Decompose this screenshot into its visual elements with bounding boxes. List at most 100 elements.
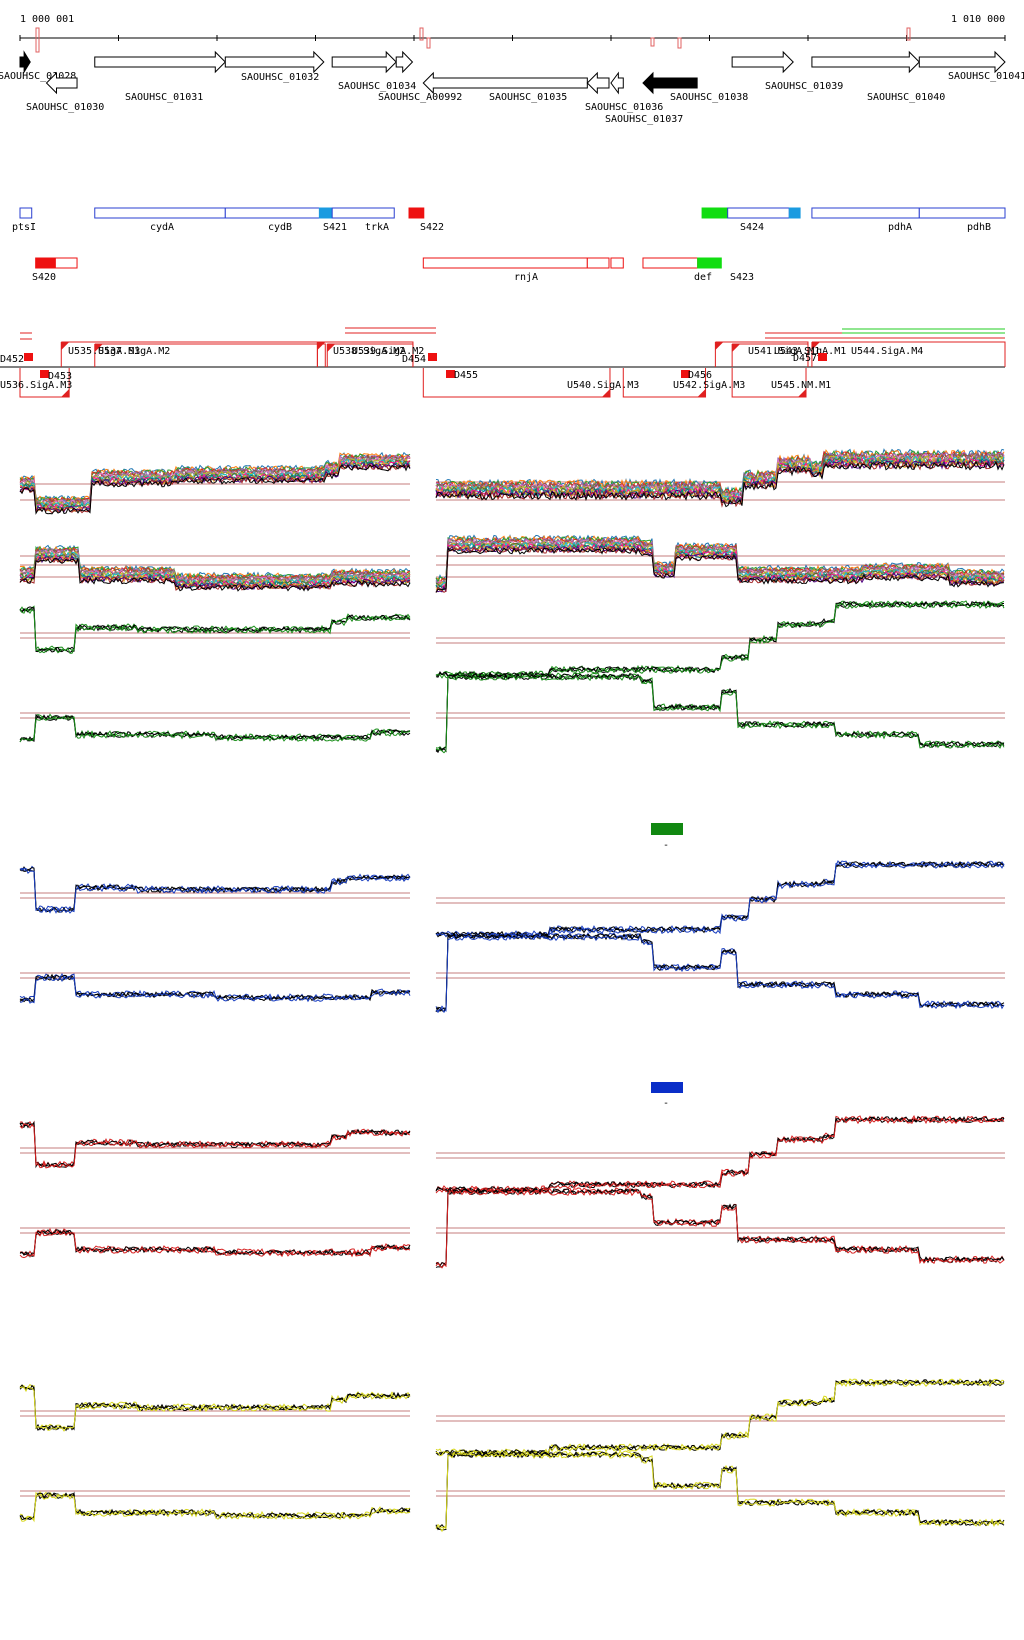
gene-arrow[interactable] bbox=[811, 50, 921, 74]
tu-end-flag bbox=[601, 389, 610, 397]
antisense-feature-track: S420 rnjA def S423 bbox=[32, 257, 754, 283]
sense-feature[interactable] bbox=[331, 207, 395, 219]
tu-start-flag bbox=[61, 342, 70, 350]
antisense-feature[interactable] bbox=[586, 257, 610, 269]
sense-feature-label: S424 bbox=[740, 222, 764, 233]
shift-marker bbox=[681, 370, 690, 378]
ruler-start-label: 1 000 001 bbox=[20, 14, 74, 25]
tu-start-flag bbox=[811, 342, 820, 350]
sense-feature[interactable] bbox=[408, 207, 425, 219]
ruler-marker bbox=[35, 27, 40, 53]
ruler-marker bbox=[419, 27, 424, 41]
ruler: 1 000 001 1 010 000 bbox=[19, 14, 1006, 53]
legend-blue-swatch bbox=[651, 1082, 683, 1093]
sense-feature[interactable] bbox=[94, 207, 226, 219]
gene-label: SAOUHSC_01041 bbox=[948, 71, 1024, 82]
tu-start-flag bbox=[94, 344, 103, 352]
gene-track: SAOUHSC_01028 SAOUHSC_01030 SAOUHSC_01031 S… bbox=[0, 50, 1024, 125]
gene-label: SAOUHSC_01031 bbox=[125, 92, 203, 103]
shift-label: D454 bbox=[402, 354, 426, 365]
ruler-end-label: 1 010 000 bbox=[951, 14, 1005, 25]
expression-line bbox=[19, 1230, 411, 1259]
antisense-feature[interactable] bbox=[610, 257, 624, 269]
legend-swatches: - - bbox=[651, 823, 683, 1109]
tu-bracket-lower[interactable] bbox=[622, 368, 707, 398]
ruler-marker bbox=[650, 37, 655, 47]
panel-3-bottom-left bbox=[19, 1490, 411, 1523]
gene-arrow[interactable] bbox=[395, 50, 414, 74]
sense-feature[interactable] bbox=[918, 207, 1006, 219]
gene-label: SAOUHSC_A00992 bbox=[378, 92, 462, 103]
gene-label: SAOUHSC_01030 bbox=[26, 102, 104, 113]
tu-label: U535.SigA.M3 bbox=[68, 346, 140, 357]
tu-start-flag bbox=[317, 342, 326, 350]
panel-3-top-right bbox=[435, 1378, 1005, 1457]
gene-arrow[interactable] bbox=[731, 50, 794, 74]
sense-feature-track: ptsI cydA cydB S421 trkA S422 S424 pdhA pdhB bbox=[12, 207, 1006, 233]
shift-label: D453 bbox=[48, 371, 72, 382]
sense-feature-label: pdhA bbox=[888, 222, 912, 233]
tu-bracket[interactable] bbox=[326, 343, 414, 367]
tu-end-flag bbox=[798, 389, 807, 397]
expression-line bbox=[435, 1114, 1005, 1192]
shift-label: D452 bbox=[0, 354, 24, 365]
expression-line bbox=[19, 546, 411, 582]
tu-bracket-lower[interactable] bbox=[422, 368, 611, 398]
tu-label: U537.SigA.M2 bbox=[98, 346, 170, 357]
tu-label-lower: U536.SigA.M3 bbox=[0, 380, 72, 391]
tu-end-flag bbox=[697, 389, 706, 397]
antisense-feature[interactable] bbox=[422, 257, 588, 269]
expression-line bbox=[19, 607, 411, 654]
panel-1-top-left bbox=[19, 865, 411, 914]
sense-feature[interactable] bbox=[811, 207, 920, 219]
gene-arrow[interactable] bbox=[224, 50, 325, 74]
sense-feature-label: S422 bbox=[420, 222, 444, 233]
gene-arrow[interactable] bbox=[331, 50, 397, 74]
expression-line bbox=[435, 1452, 1005, 1533]
tu-end-flag bbox=[61, 389, 70, 397]
gene-arrow[interactable] bbox=[610, 71, 624, 95]
gene-arrow[interactable] bbox=[45, 71, 78, 95]
gene-arrow[interactable] bbox=[94, 50, 227, 74]
sense-feature[interactable] bbox=[727, 207, 790, 219]
tu-label: U538.SigA.M2 bbox=[333, 346, 405, 357]
panel-0-bottom-left bbox=[19, 712, 411, 743]
expression-line bbox=[19, 715, 411, 743]
antisense-feature[interactable] bbox=[35, 257, 56, 269]
expression-line bbox=[19, 867, 411, 914]
tu-bracket-lower[interactable] bbox=[19, 368, 70, 398]
sense-feature[interactable] bbox=[318, 207, 333, 219]
expression-line bbox=[19, 1386, 411, 1432]
gene-arrow[interactable] bbox=[19, 50, 31, 74]
panel-2-bottom-right bbox=[435, 1186, 1005, 1269]
gene-arrow[interactable] bbox=[918, 50, 1006, 74]
panel-2-top-left bbox=[19, 1120, 411, 1169]
tu-bracket-lower[interactable] bbox=[731, 368, 807, 398]
expression-line bbox=[435, 546, 1005, 593]
tu-label-lower: U540.SigA.M3 bbox=[567, 380, 639, 391]
expression-line bbox=[19, 558, 411, 592]
gene-arrow[interactable] bbox=[586, 71, 610, 95]
antisense-feature[interactable] bbox=[642, 257, 699, 269]
sense-feature[interactable] bbox=[19, 207, 33, 219]
gene-label: SAOUHSC_01037 bbox=[605, 114, 683, 125]
expression-line bbox=[19, 1121, 411, 1168]
sense-feature[interactable] bbox=[701, 207, 729, 219]
panel-multi-bottom-left bbox=[19, 544, 411, 592]
sense-feature[interactable] bbox=[788, 207, 801, 219]
antisense-feature-label: rnjA bbox=[514, 272, 538, 283]
sense-feature[interactable] bbox=[224, 207, 325, 219]
expression-line bbox=[435, 1117, 1005, 1195]
expression-line bbox=[435, 460, 1005, 508]
legend-blue-label: - bbox=[663, 1098, 669, 1109]
gene-arrow[interactable] bbox=[642, 71, 698, 95]
shift-marker bbox=[818, 353, 827, 361]
ruler-marker bbox=[426, 37, 431, 49]
gene-label: SAOUHSC_01038 bbox=[670, 92, 748, 103]
gene-arrow[interactable] bbox=[422, 71, 588, 95]
gene-label: SAOUHSC_01035 bbox=[489, 92, 567, 103]
antisense-feature[interactable] bbox=[54, 257, 78, 269]
antisense-feature[interactable] bbox=[697, 257, 722, 269]
expression-line bbox=[19, 464, 411, 515]
